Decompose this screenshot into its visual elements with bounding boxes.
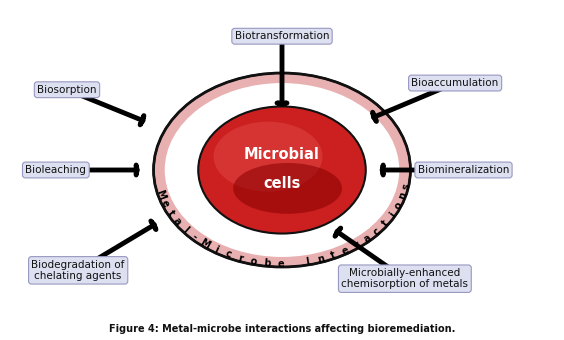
Text: e: e [277,259,284,269]
Text: b: b [263,258,271,268]
Text: M: M [155,188,167,201]
Ellipse shape [233,163,342,214]
Text: c: c [371,226,382,237]
Ellipse shape [165,83,399,257]
Text: o: o [250,256,258,267]
Text: n: n [396,191,408,201]
Text: i: i [387,210,398,219]
Text: -: - [190,232,199,242]
Ellipse shape [153,73,411,267]
Text: Biotransformation: Biotransformation [235,31,329,41]
Text: e: e [341,245,351,257]
Text: r: r [352,240,362,251]
Text: c: c [224,249,232,260]
Text: a: a [171,216,183,227]
Text: Microbial: Microbial [244,148,320,163]
Text: I: I [305,256,310,267]
Text: n: n [316,253,325,265]
Text: t: t [165,208,176,218]
Text: i: i [213,244,220,255]
Text: Biomineralization: Biomineralization [418,165,509,175]
Text: t: t [380,218,390,228]
Text: l: l [181,225,190,235]
Text: e: e [159,199,171,209]
Ellipse shape [198,106,366,234]
Text: r: r [237,253,244,264]
Text: Microbially-enhanced
chemisorption of metals: Microbially-enhanced chemisorption of me… [341,268,468,289]
Ellipse shape [214,122,323,191]
Text: Bioleaching: Bioleaching [25,165,86,175]
Text: a: a [362,233,373,245]
Text: Figure 4: Metal-microbe interactions affecting bioremediation.: Figure 4: Metal-microbe interactions aff… [109,324,455,334]
Text: Biosorption: Biosorption [37,85,97,95]
Text: M: M [199,237,212,251]
Text: Biodegradation of
chelating agents: Biodegradation of chelating agents [32,259,125,281]
Text: o: o [392,200,404,211]
Text: t: t [330,250,337,261]
Text: s: s [400,182,411,190]
Text: cells: cells [263,176,301,191]
Text: Bioaccumulation: Bioaccumulation [412,78,499,88]
